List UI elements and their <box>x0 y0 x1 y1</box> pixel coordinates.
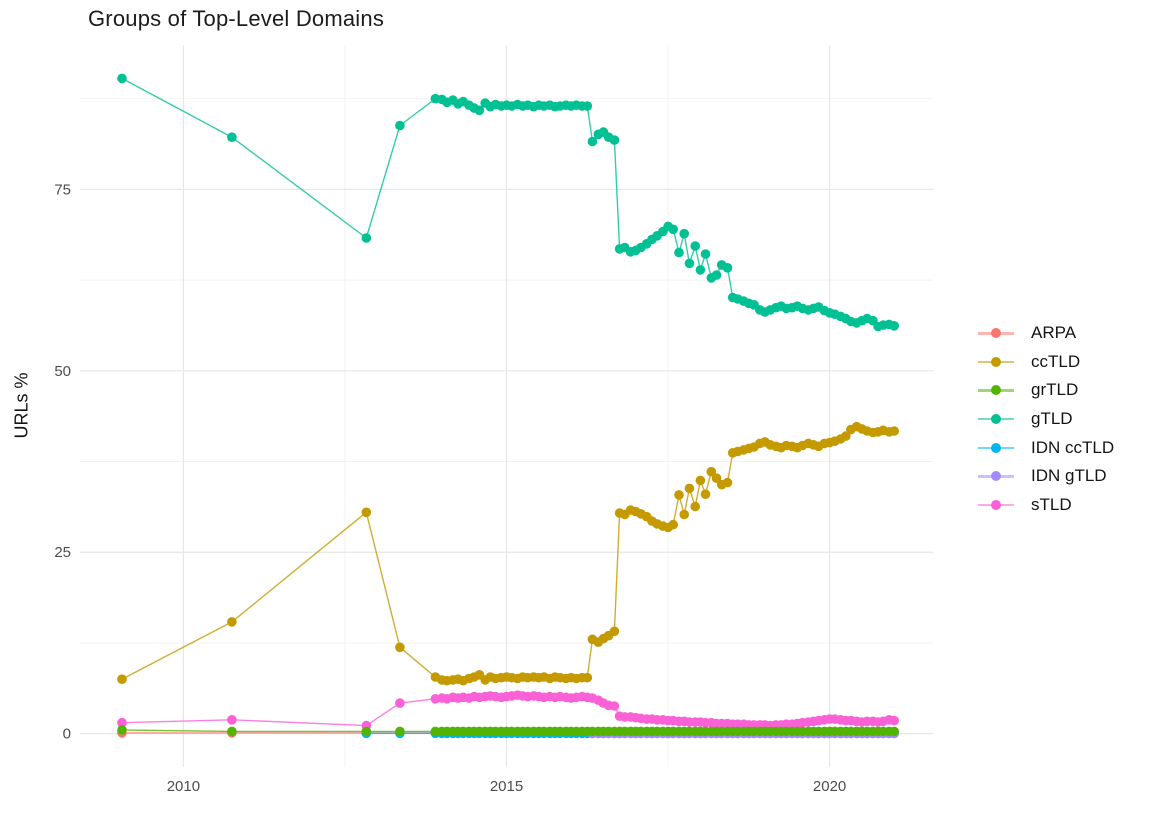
gridlines <box>80 45 933 767</box>
legend-key-swatch <box>978 413 1014 425</box>
legend-item-idn-cctld: IDN ccTLD <box>978 433 1114 462</box>
legend-item-grtld: grTLD <box>978 376 1114 405</box>
legend-item-arpa: ARPA <box>978 319 1114 348</box>
chart-title: Groups of Top-Level Domains <box>88 6 385 31</box>
legend-label: IDN ccTLD <box>1031 437 1115 457</box>
legend-label: gTLD <box>1031 409 1073 429</box>
series-cctld <box>117 421 899 686</box>
series-line <box>121 77 895 328</box>
legend-key-swatch <box>978 499 1014 511</box>
legend-item-cctld: ccTLD <box>978 348 1114 377</box>
series-grtld <box>117 725 899 737</box>
series-stld <box>117 690 899 731</box>
legend-key-swatch <box>978 356 1014 368</box>
y-tick-label: 0 <box>63 726 71 743</box>
x-tick-label: 2015 <box>490 778 523 795</box>
legend-label: ccTLD <box>1031 351 1081 371</box>
legend-item-gtld: gTLD <box>978 405 1114 434</box>
legend-key-swatch <box>978 442 1014 454</box>
x-tick-label: 2020 <box>813 778 846 795</box>
y-tick-label: 75 <box>54 181 71 198</box>
legend-label: grTLD <box>1031 380 1079 400</box>
series-gtld <box>117 73 899 332</box>
legend: ARPA ccTLD grTLD gTLD IDN ccTLD IDN gTLD sTLD <box>978 319 1114 519</box>
legend-item-stld: sTLD <box>978 491 1114 520</box>
legend-key-swatch <box>978 384 1014 396</box>
legend-key-swatch <box>978 327 1014 339</box>
x-tick-label: 2010 <box>167 778 200 795</box>
y-tick-label: 50 <box>54 363 71 380</box>
y-axis-title: URLs % <box>11 372 32 439</box>
legend-key-swatch <box>978 470 1014 482</box>
y-tick-label: 25 <box>54 544 71 561</box>
axis-tick-labels: 0 25 50 75 2010 2015 2020 <box>54 181 846 795</box>
legend-label: IDN gTLD <box>1031 466 1107 486</box>
legend-label: ARPA <box>1031 323 1077 343</box>
legend-item-idn-gtld: IDN gTLD <box>978 462 1114 491</box>
legend-label: sTLD <box>1031 494 1072 514</box>
